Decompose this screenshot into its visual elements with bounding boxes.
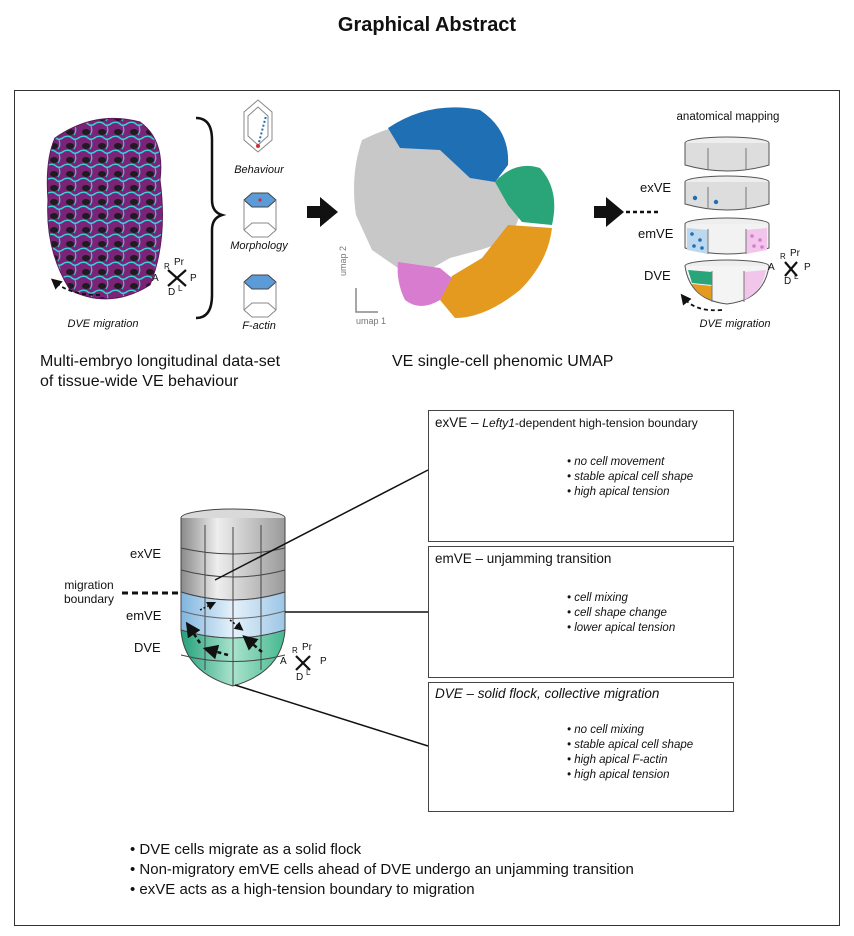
mapping-exve-upper: [684, 136, 770, 172]
mapping-exve: [684, 175, 770, 211]
emve-bullets: • cell mixing • cell shape change • lowe…: [567, 591, 675, 636]
proximal-label: Pr: [790, 248, 800, 259]
region-label-exve: exVE: [640, 180, 672, 195]
umap-x-label: umap 1: [356, 316, 387, 326]
dve-bullets: • no cell mixing • stable apical cell sh…: [567, 723, 693, 783]
exve-bullets: • no cell movement • stable apical cell …: [567, 455, 693, 500]
morphology-label: Morphology: [230, 240, 288, 252]
abstract-frame: [14, 90, 840, 926]
arrow-right-icon: [594, 197, 624, 227]
f-actin-icon: [243, 274, 277, 318]
summary-item: • Non-migratory emVE cells ahead of DVE …: [130, 861, 634, 878]
emve-bullet: • lower apical tension: [567, 622, 676, 634]
proximal-label: Pr: [174, 257, 184, 268]
summary-item: • exVE acts as a high-tension boundary t…: [130, 881, 475, 898]
dve-box-title: DVE – solid flock, collective migration: [435, 686, 659, 701]
migration-boundary-label: migration boundary: [56, 578, 122, 606]
boundary-line-2: boundary: [63, 592, 115, 606]
right-label: R: [164, 262, 170, 271]
boundary-line-1: migration: [64, 578, 114, 592]
compass-icon: [295, 655, 311, 671]
dve-bullet: • high apical tension: [567, 769, 670, 781]
left-description: Multi-embryo longitudinal data-set of ti…: [40, 352, 280, 392]
embryo-caption: DVE migration: [67, 318, 139, 330]
emve-bullet: • cell shape change: [567, 607, 667, 619]
posterior-label: P: [190, 273, 197, 284]
summary-item: • DVE cells migrate as a solid flock: [130, 841, 362, 858]
behaviour-icon: [243, 99, 273, 153]
behaviour-label: Behaviour: [234, 164, 284, 176]
posterior-label: P: [804, 262, 811, 273]
left-label: L: [306, 668, 311, 677]
posterior-label: P: [320, 656, 327, 667]
exve-title-suffix: -dependent high-tension boundary: [514, 416, 698, 430]
brace-icon: [195, 116, 227, 320]
mapping-emve: [684, 217, 770, 255]
mapping-caption: DVE migration: [699, 318, 771, 330]
exve-title-gene: Lefty1: [482, 416, 515, 430]
distal-label: D: [168, 287, 176, 298]
emve-box: emVE – unjamming transition • cell mixin…: [428, 546, 734, 678]
region-label-dve: DVE: [644, 268, 671, 283]
anterior-label: A: [152, 273, 159, 284]
distal-label: D: [296, 672, 304, 683]
anterior-label: A: [768, 262, 775, 273]
exve-bullet: • stable apical cell shape: [567, 471, 694, 483]
left-label: L: [794, 272, 799, 281]
umap-plot: [354, 107, 555, 318]
morphology-icon: [243, 192, 277, 238]
mapping-dve: [684, 259, 770, 305]
exve-bullet: • high apical tension: [567, 486, 670, 498]
mapping-title: anatomical mapping: [676, 111, 780, 123]
emve-box-title: emVE – unjamming transition: [435, 551, 612, 566]
summary-list: • DVE cells migrate as a solid flock • N…: [130, 840, 634, 900]
compass-icon: [784, 261, 798, 277]
proximal-label: Pr: [302, 642, 312, 653]
dve-bullet: • stable apical cell shape: [567, 739, 694, 751]
dve-title: DVE – solid flock, collective migration: [435, 686, 660, 701]
exve-box-title: exVE – Lefty1-dependent high-tension bou…: [435, 415, 698, 430]
dve-bullet: • no cell mixing: [567, 724, 644, 736]
exve-title-prefix: exVE –: [435, 415, 483, 430]
dve-box: DVE – solid flock, collective migration …: [428, 682, 734, 812]
right-label: R: [292, 646, 298, 655]
anterior-label: A: [280, 656, 287, 667]
embryo-label-dve: DVE: [134, 640, 161, 655]
left-description-line: Multi-embryo longitudinal data-set: [40, 353, 281, 370]
dve-bullet: • high apical F-actin: [567, 754, 668, 766]
embryo-image: [46, 117, 163, 300]
umap-y-label: umap 2: [338, 245, 348, 276]
f-actin-label: F-actin: [242, 320, 276, 332]
exve-bullet: • no cell movement: [567, 456, 665, 468]
umap-axes-icon: [355, 288, 378, 313]
center-description: VE single-cell phenomic UMAP: [392, 353, 614, 370]
left-label: L: [178, 284, 183, 293]
embryo-label-emve: emVE: [126, 608, 162, 623]
dve-migration-arrow: [50, 278, 101, 296]
page-title: Graphical Abstract: [337, 14, 517, 36]
arrow-right-icon: [307, 197, 338, 227]
right-label: R: [780, 252, 786, 261]
compass-icon: [167, 269, 187, 287]
exve-box: exVE – Lefty1-dependent high-tension bou…: [428, 410, 734, 542]
region-label-emve: emVE: [638, 226, 674, 241]
emve-bullet: • cell mixing: [567, 592, 628, 604]
left-description-line: of tissue-wide VE behaviour: [40, 373, 239, 390]
distal-label: D: [784, 276, 792, 287]
embryo-label-exve: exVE: [130, 546, 162, 561]
embryo-diagram: [180, 508, 286, 687]
dve-migration-arrow: [680, 293, 723, 312]
